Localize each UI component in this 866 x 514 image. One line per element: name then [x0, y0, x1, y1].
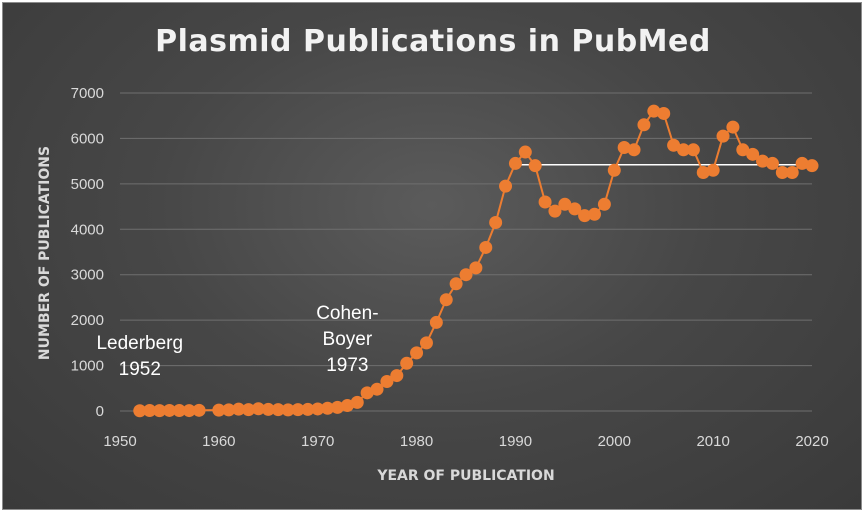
annotation-label: Boyer: [323, 329, 373, 350]
data-point: [390, 369, 404, 383]
data-point: [153, 404, 167, 418]
data-point: [597, 197, 611, 211]
data-point: [400, 356, 414, 370]
data-point: [350, 395, 364, 409]
data-point: [588, 207, 602, 221]
data-point: [518, 145, 532, 159]
data-point: [251, 402, 265, 416]
data-point: [686, 143, 700, 157]
x-tick-label: 1990: [499, 433, 532, 450]
data-point: [637, 118, 651, 132]
gridlines: [120, 92, 812, 412]
data-point: [143, 404, 157, 418]
y-tick-label: 5000: [71, 176, 104, 193]
data-point: [558, 197, 572, 211]
x-tick-label: 2020: [795, 433, 828, 450]
data-point: [736, 143, 750, 157]
y-axis-ticks: 0 1000 2000 3000 4000 5000 6000 7000: [71, 85, 104, 420]
annotation-label: 1973: [326, 355, 368, 376]
data-point: [489, 215, 503, 229]
data-point: [706, 163, 720, 177]
y-tick-label: 3000: [71, 267, 104, 284]
data-point: [676, 143, 690, 157]
x-tick-label: 1970: [301, 433, 334, 450]
data-point: [667, 138, 681, 152]
data-point: [578, 209, 592, 223]
annotations: Lederberg 1952 Cohen- Boyer 1973: [96, 303, 378, 380]
data-point: [568, 202, 582, 216]
annotation-label: Lederberg: [96, 333, 183, 354]
data-point: [222, 403, 236, 417]
annotation-label: 1952: [119, 359, 161, 380]
y-tick-label: 6000: [71, 130, 104, 147]
x-tick-label: 2000: [598, 433, 631, 450]
y-tick-label: 0: [96, 403, 104, 420]
data-point: [449, 277, 463, 291]
data-point: [805, 159, 819, 173]
data-point: [657, 106, 671, 120]
data-point: [538, 195, 552, 209]
data-point: [340, 399, 354, 413]
data-point: [419, 336, 433, 350]
data-point: [617, 141, 631, 155]
y-tick-label: 4000: [71, 221, 104, 238]
data-point: [795, 156, 809, 170]
data-point: [459, 268, 473, 282]
data-point: [271, 403, 285, 417]
x-tick-label: 1980: [400, 433, 433, 450]
data-point: [499, 179, 513, 193]
data-point: [370, 382, 384, 396]
data-point: [242, 403, 256, 417]
data-point: [726, 120, 740, 134]
data-point: [192, 403, 206, 417]
data-point: [212, 403, 226, 417]
data-point: [548, 204, 562, 218]
data-point: [647, 104, 661, 118]
data-point: [281, 403, 295, 417]
data-point: [775, 166, 789, 179]
x-axis-title: YEAR OF PUBLICATION: [376, 468, 554, 484]
data-point: [607, 163, 621, 177]
x-tick-label: 2010: [696, 433, 729, 450]
x-tick-label: 1950: [103, 433, 136, 450]
annotation-label: Cohen-: [316, 303, 378, 324]
x-axis-ticks: 1950 1960 1970 1980 1990 2000 2010 2020: [103, 433, 828, 450]
data-point: [439, 293, 453, 307]
data-point: [765, 156, 779, 170]
data-point: [232, 402, 246, 416]
y-axis-title: NUMBER OF PUBLICATIONS: [37, 146, 53, 360]
data-point: [469, 261, 483, 275]
y-tick-label: 1000: [71, 358, 104, 375]
data-point: [746, 147, 760, 161]
data-point: [172, 404, 186, 418]
data-point: [291, 403, 305, 417]
data-point: [756, 154, 770, 168]
data-point: [380, 374, 394, 388]
data-point: [627, 143, 641, 157]
data-point: [479, 240, 493, 254]
y-tick-label: 2000: [71, 312, 104, 329]
data-point: [261, 402, 275, 416]
series-plasmid-publications: [133, 104, 819, 418]
data-point: [162, 403, 176, 417]
data-point: [508, 156, 522, 170]
data-point: [182, 404, 196, 418]
data-point: [360, 386, 374, 400]
data-point: [716, 129, 730, 143]
data-point: [528, 159, 542, 173]
y-tick-label: 7000: [71, 85, 104, 102]
chart-title: Plasmid Publications in PubMed: [155, 24, 711, 59]
data-point: [321, 401, 335, 415]
data-point: [301, 402, 315, 416]
data-point: [410, 346, 424, 360]
data-point: [429, 315, 443, 329]
data-point: [785, 166, 799, 179]
data-point: [696, 166, 710, 179]
x-tick-label: 1960: [202, 433, 235, 450]
data-point: [133, 404, 147, 418]
data-point: [330, 400, 344, 414]
data-point: [311, 402, 325, 416]
